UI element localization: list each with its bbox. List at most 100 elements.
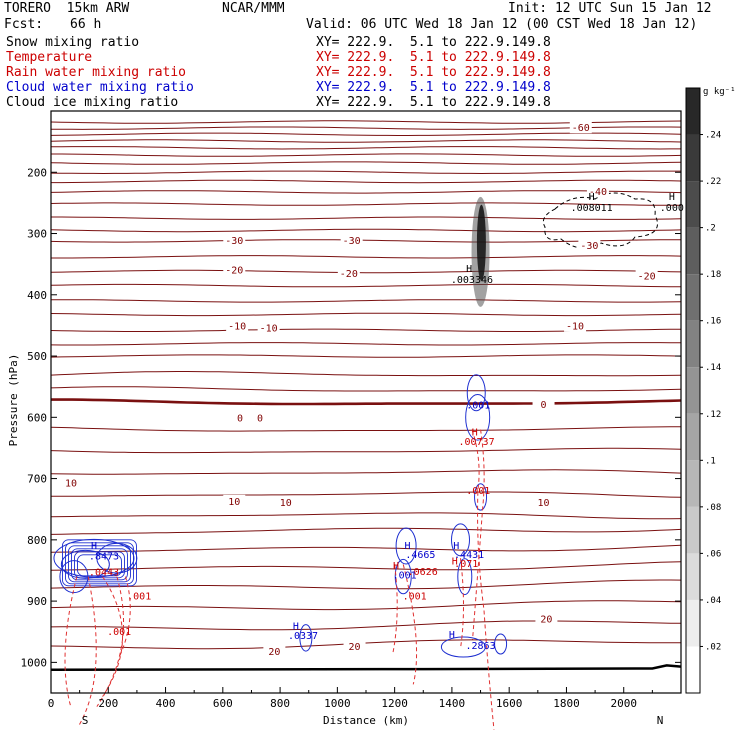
isotherm-label: -20: [638, 271, 656, 282]
isotherm-line: [50, 328, 682, 332]
x-tick-label: 1400: [439, 697, 466, 710]
colorbar-tick-label: .22: [705, 177, 721, 187]
isotherm-label: 0: [541, 400, 547, 411]
cloud-water-contour: [440, 636, 486, 658]
maximum-marker: H: [293, 621, 299, 632]
isotherm-line: [50, 146, 681, 150]
x-tick-label: 0: [48, 697, 55, 710]
isotherm-line: [50, 639, 682, 650]
colorbar-tick-label: .14: [705, 363, 721, 373]
isotherm-line: [50, 371, 682, 377]
cloud-water-contour: [494, 633, 508, 655]
isotherm-line: [50, 239, 681, 243]
isotherm-line: [51, 255, 682, 259]
isotherm-line: [50, 342, 682, 346]
isotherm-label-bg: [569, 121, 592, 134]
isotherm-label-bg: [586, 184, 609, 197]
isotherm-label: -10: [228, 322, 246, 333]
maximum-value-label: .001: [127, 591, 151, 602]
isotherm-label: 0: [257, 414, 263, 425]
field-xy-temperature: XY= 222.9. 5.1 to 222.9.149.8: [316, 50, 551, 65]
field-name-cloud-water: Cloud water mixing ratio: [6, 80, 194, 95]
field-name-temperature: Temperature: [6, 50, 93, 65]
colorbar-swatch: [686, 88, 700, 135]
cloud-water-contour: [466, 374, 486, 412]
isotherm-label: -30: [580, 241, 598, 252]
y-tick-label: 1000: [21, 656, 48, 669]
isotherm-label: 20: [540, 614, 552, 625]
isotherm-line: [50, 561, 682, 571]
isotherm-label-bg: [343, 640, 366, 653]
isotherm-label: 10: [538, 498, 550, 509]
isotherm-line: [50, 202, 681, 206]
maximum-value-label: .0626: [408, 567, 438, 578]
isotherm-line: [51, 398, 682, 406]
forecast-hour: 66 h: [70, 17, 102, 32]
isotherm-label: -40: [589, 187, 607, 198]
maximum-marker: H: [91, 541, 97, 552]
maximum-value-label: .001: [393, 570, 417, 581]
isotherm-line: [50, 312, 682, 317]
isotherm-line: [50, 600, 682, 611]
maximum-value-label: .0443: [89, 567, 119, 578]
rain-water-contour: [472, 429, 485, 640]
maximum-value-label: .001: [107, 627, 131, 638]
isotherm-label-bg: [535, 612, 558, 625]
center-title: NCAR/MMM: [222, 1, 285, 16]
isotherm-label-bg: [223, 263, 246, 276]
colorbar-tick-label: .18: [705, 270, 721, 280]
colorbar-swatch: [686, 181, 700, 228]
maximum-marker: H: [466, 264, 472, 275]
isotherm-label: -60: [572, 123, 590, 134]
isotherm-line: [50, 190, 682, 194]
cloud-water-contour: [474, 483, 488, 511]
cloud-water-contour: [394, 558, 412, 595]
field-contours: [50, 120, 682, 730]
isotherm-label: 20: [268, 647, 280, 658]
cloud-water-contour: [60, 549, 110, 579]
y-tick-label: 300: [27, 228, 47, 241]
colorbar-tick-label: .12: [705, 410, 721, 420]
isotherm-line: [50, 161, 682, 165]
isotherm-line: [50, 512, 682, 520]
y-tick-label: 200: [27, 166, 47, 179]
rain-water-contour: [118, 576, 131, 657]
cloud-water-contour: [395, 527, 417, 565]
init-time: Init: 12 UTC Sun 15 Jan 12: [508, 1, 712, 16]
isotherm-label-bg: [226, 319, 249, 332]
isotherm-label: -30: [343, 236, 361, 247]
maximum-value-label: .008011: [571, 203, 613, 214]
isotherm-line: [50, 386, 682, 392]
maximum-value-label: .00737: [458, 437, 494, 448]
isotherm-label-bg: [532, 398, 555, 411]
x-tick-label: 400: [156, 697, 176, 710]
isotherm-line: [51, 491, 682, 498]
isotherm-label-bg: [274, 496, 297, 509]
colorbar-swatch: [686, 460, 700, 507]
cloud-water-contour: [71, 548, 128, 581]
rain-water-contour: [64, 576, 78, 707]
colorbar-swatch: [686, 227, 700, 275]
cloud-water-contour: [68, 545, 131, 583]
y-tick-label: 600: [27, 411, 47, 424]
field-xy-cloud-water: XY= 222.9. 5.1 to 222.9.149.8: [316, 80, 551, 95]
x-tick-label: 1800: [553, 697, 580, 710]
maximum-marker: H: [452, 556, 458, 567]
x-tick-label: 200: [98, 697, 118, 710]
y-tick-label: 700: [27, 473, 47, 486]
isotherm-line: [50, 544, 682, 553]
rain-water-contour: [77, 576, 97, 727]
maximum-value-label: .4431: [454, 550, 484, 561]
isotherm-label-bg: [223, 233, 246, 246]
maximum-marker: H: [589, 192, 595, 203]
y-tick-label: 400: [27, 289, 47, 302]
colorbar-swatch: [686, 506, 700, 554]
maximum-value-label: .0337: [288, 631, 318, 642]
isotherm-label-bg: [337, 266, 360, 279]
isotherm-label-bg: [249, 411, 272, 424]
colorbar-tick-label: .2: [705, 224, 716, 234]
isotherm-line: [51, 179, 682, 184]
x-tick-label: 2000: [610, 697, 637, 710]
